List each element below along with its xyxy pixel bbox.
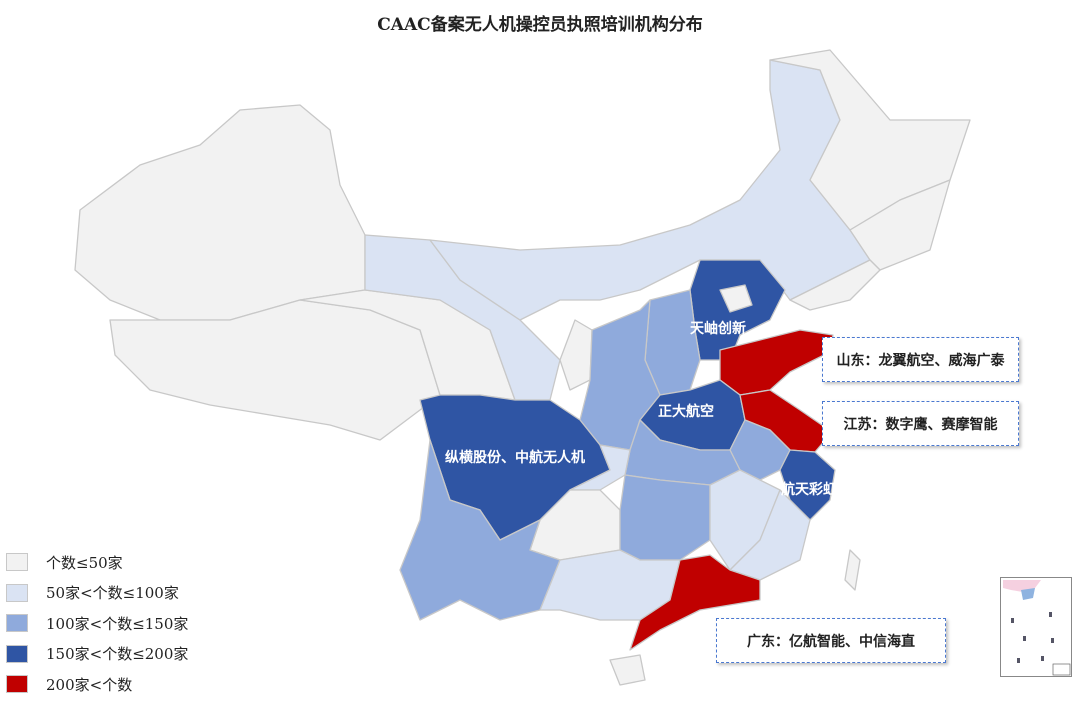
- province-fujian: [729, 489, 811, 581]
- province-liaoning: [789, 259, 881, 311]
- callout-guangdong: 广东：亿航智能、中信海直: [716, 618, 946, 663]
- south-china-sea-inset: [1000, 577, 1072, 677]
- label-zhejiang: 航天彩虹: [781, 481, 837, 498]
- legend-label: 150家<个数≤200家: [46, 645, 189, 664]
- legend-item: 200家<个数: [6, 669, 188, 700]
- legend-label: 200家<个数: [46, 675, 133, 694]
- legend-swatch: [6, 644, 28, 663]
- province-ningxia: [559, 319, 593, 391]
- legend-item: 个数≤50家: [6, 547, 188, 578]
- legend-label: 个数≤50家: [46, 553, 123, 572]
- inset-map-image: [1003, 580, 1071, 676]
- legend-swatch: [6, 675, 28, 694]
- province-tibet: [109, 299, 441, 441]
- legend-label: 50家<个数≤100家: [46, 584, 179, 603]
- callout-jiangsu: 江苏：数字鹰、赛摩智能: [822, 401, 1019, 446]
- province-hunan: [619, 474, 711, 561]
- legend-item: 150家<个数≤200家: [6, 639, 188, 670]
- legend-item: 100家<个数≤150家: [6, 608, 188, 639]
- callout-shandong: 山东：龙翼航空、威海广泰: [822, 337, 1019, 382]
- legend-swatch: [6, 583, 28, 602]
- label-hebei: 天岫创新: [690, 320, 746, 337]
- label-henan: 正大航空: [658, 403, 714, 420]
- legend-swatch: [6, 614, 28, 633]
- label-sichuan: 纵横股份、中航无人机: [445, 449, 585, 466]
- province-xinjiang: [74, 104, 366, 321]
- province-inner-mongolia: [429, 59, 871, 321]
- legend: 个数≤50家 50家<个数≤100家 100家<个数≤150家 150家<个数≤…: [6, 547, 188, 700]
- legend-swatch: [6, 553, 28, 572]
- province-beijing-tianjin: [719, 284, 753, 313]
- map-title: CAAC备案无人机操控员执照培训机构分布: [377, 15, 703, 35]
- legend-item: 50家<个数≤100家: [6, 578, 188, 609]
- province-guangdong: [629, 554, 761, 651]
- province-hainan: [609, 654, 646, 686]
- legend-label: 100家<个数≤150家: [46, 614, 189, 633]
- province-zhejiang: [779, 449, 836, 521]
- province-taiwan: [844, 549, 861, 591]
